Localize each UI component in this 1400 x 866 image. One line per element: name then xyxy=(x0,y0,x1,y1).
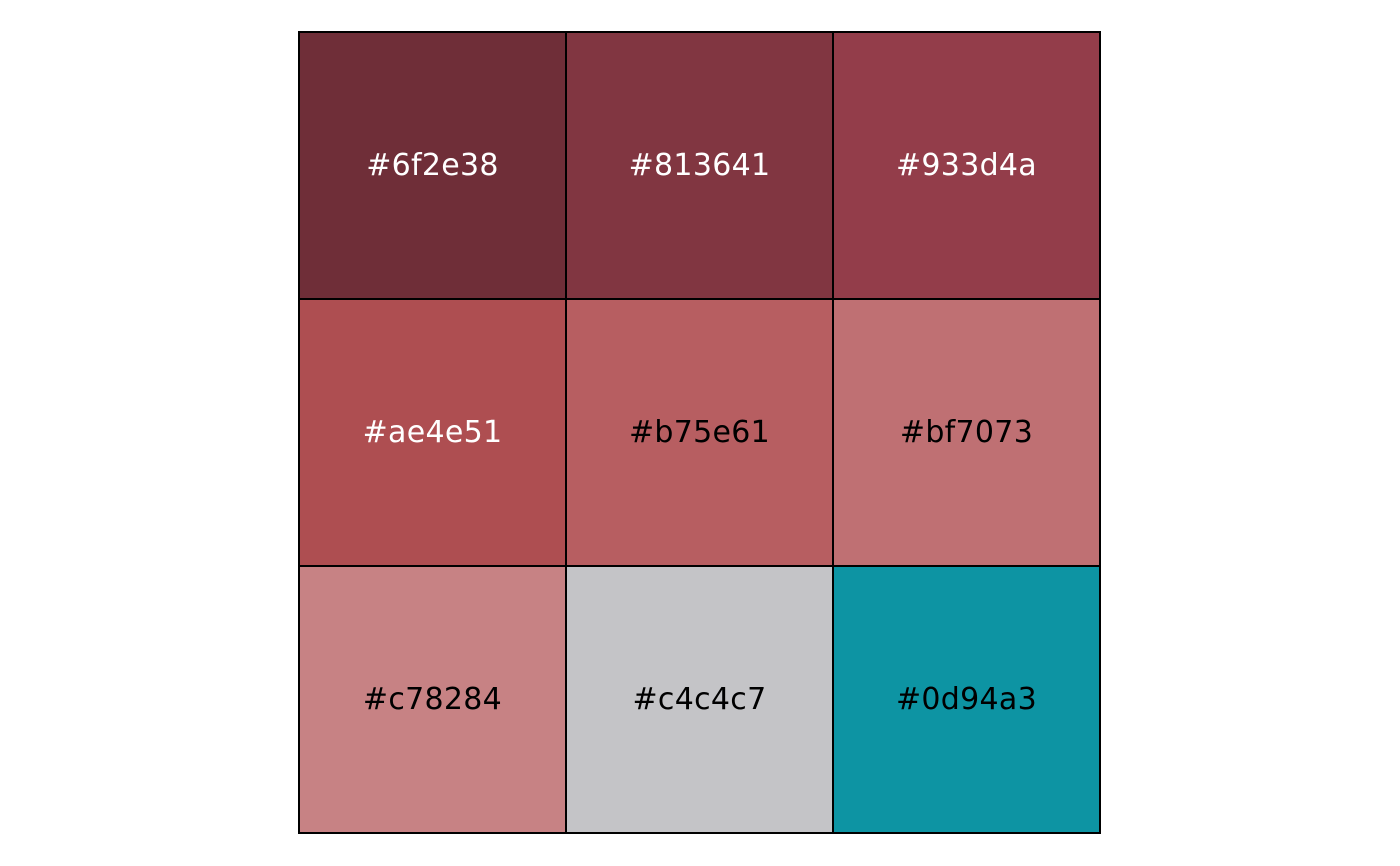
color-swatch: #0d94a3 xyxy=(833,566,1100,833)
color-swatch: #813641 xyxy=(566,32,833,299)
swatch-label: #6f2e38 xyxy=(366,148,499,183)
color-swatch: #ae4e51 xyxy=(299,299,566,566)
color-swatch: #bf7073 xyxy=(833,299,1100,566)
swatch-label: #c78284 xyxy=(362,682,503,717)
swatch-label: #933d4a xyxy=(895,148,1037,183)
swatch-label: #bf7073 xyxy=(899,415,1034,450)
color-palette-grid: #6f2e38 #813641 #933d4a #ae4e51 #b75e61 … xyxy=(298,31,1101,834)
color-swatch: #c78284 xyxy=(299,566,566,833)
color-swatch: #933d4a xyxy=(833,32,1100,299)
swatch-label: #ae4e51 xyxy=(362,415,503,450)
swatch-label: #813641 xyxy=(628,148,771,183)
swatch-label: #0d94a3 xyxy=(895,682,1037,717)
color-swatch: #6f2e38 xyxy=(299,32,566,299)
swatch-label: #c4c4c7 xyxy=(632,682,767,717)
swatch-label: #b75e61 xyxy=(628,415,771,450)
color-swatch: #b75e61 xyxy=(566,299,833,566)
color-swatch: #c4c4c7 xyxy=(566,566,833,833)
